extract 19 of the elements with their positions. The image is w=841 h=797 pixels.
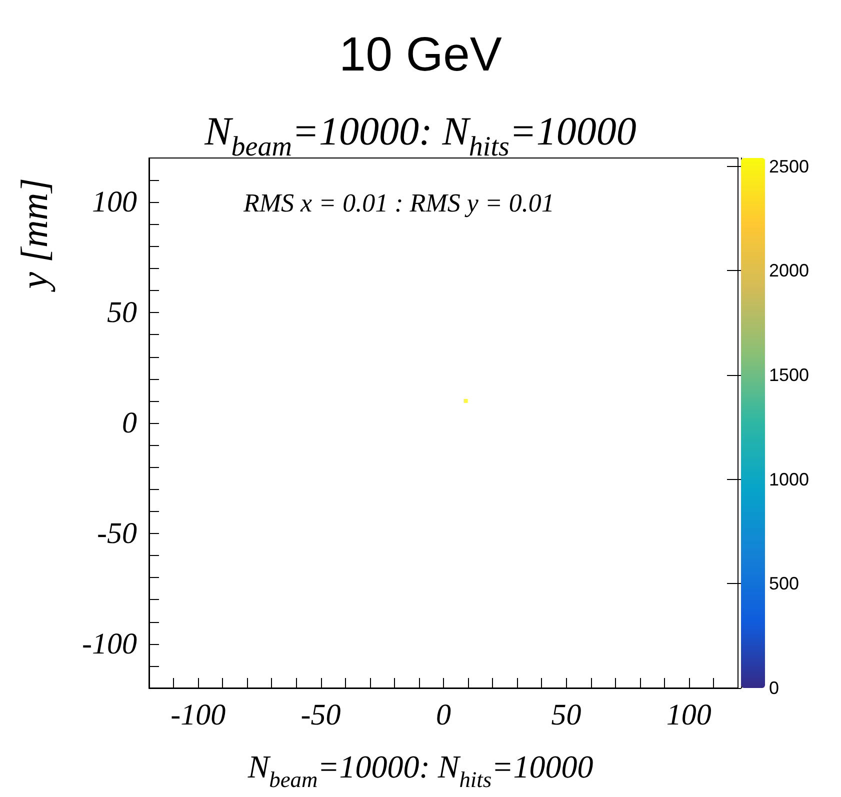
x-tick-label: 50: [551, 698, 582, 732]
color-bar-label: 1500: [769, 365, 810, 386]
x-tick-label: 0: [436, 698, 451, 732]
color-bar-label: 1000: [769, 469, 810, 490]
x-tick-label: -100: [170, 698, 226, 732]
chart-title: 10 GeV: [339, 28, 502, 82]
color-bar-label: 500: [769, 574, 800, 594]
y-tick-label: 0: [122, 406, 137, 440]
annotation: RMS x = 0.01 : RMS y = 0.01: [242, 188, 554, 218]
y-axis-title: y [mm]: [14, 178, 56, 293]
y-tick-label: 100: [92, 186, 137, 219]
x-tick-label: 100: [666, 698, 712, 732]
color-bar-label: 0: [769, 678, 780, 698]
x-tick-label: -50: [300, 698, 341, 732]
color-bar-label: 2000: [769, 260, 810, 281]
color-bar-label: 2500: [769, 156, 810, 176]
y-tick-label: -100: [82, 627, 137, 660]
y-tick-label: 50: [107, 296, 137, 330]
y-tick-label: -50: [97, 516, 137, 550]
